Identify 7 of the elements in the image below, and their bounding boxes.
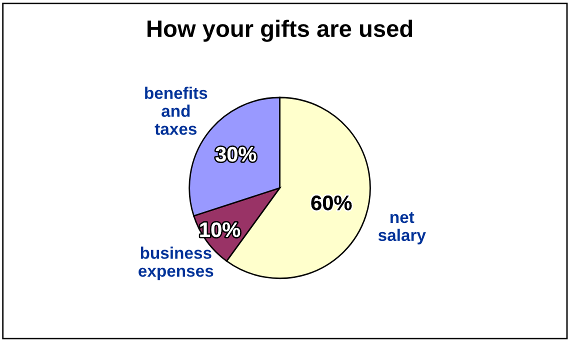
data-label: 30% bbox=[216, 146, 256, 162]
slice-label: business expenses bbox=[138, 246, 214, 280]
data-label: 60% bbox=[311, 196, 352, 210]
chart-title: How your gifts are used bbox=[148, 20, 412, 42]
slice-label: benefits and taxes bbox=[145, 86, 208, 135]
slice-label: net salary bbox=[378, 212, 426, 244]
data-label: 10% bbox=[200, 222, 240, 238]
